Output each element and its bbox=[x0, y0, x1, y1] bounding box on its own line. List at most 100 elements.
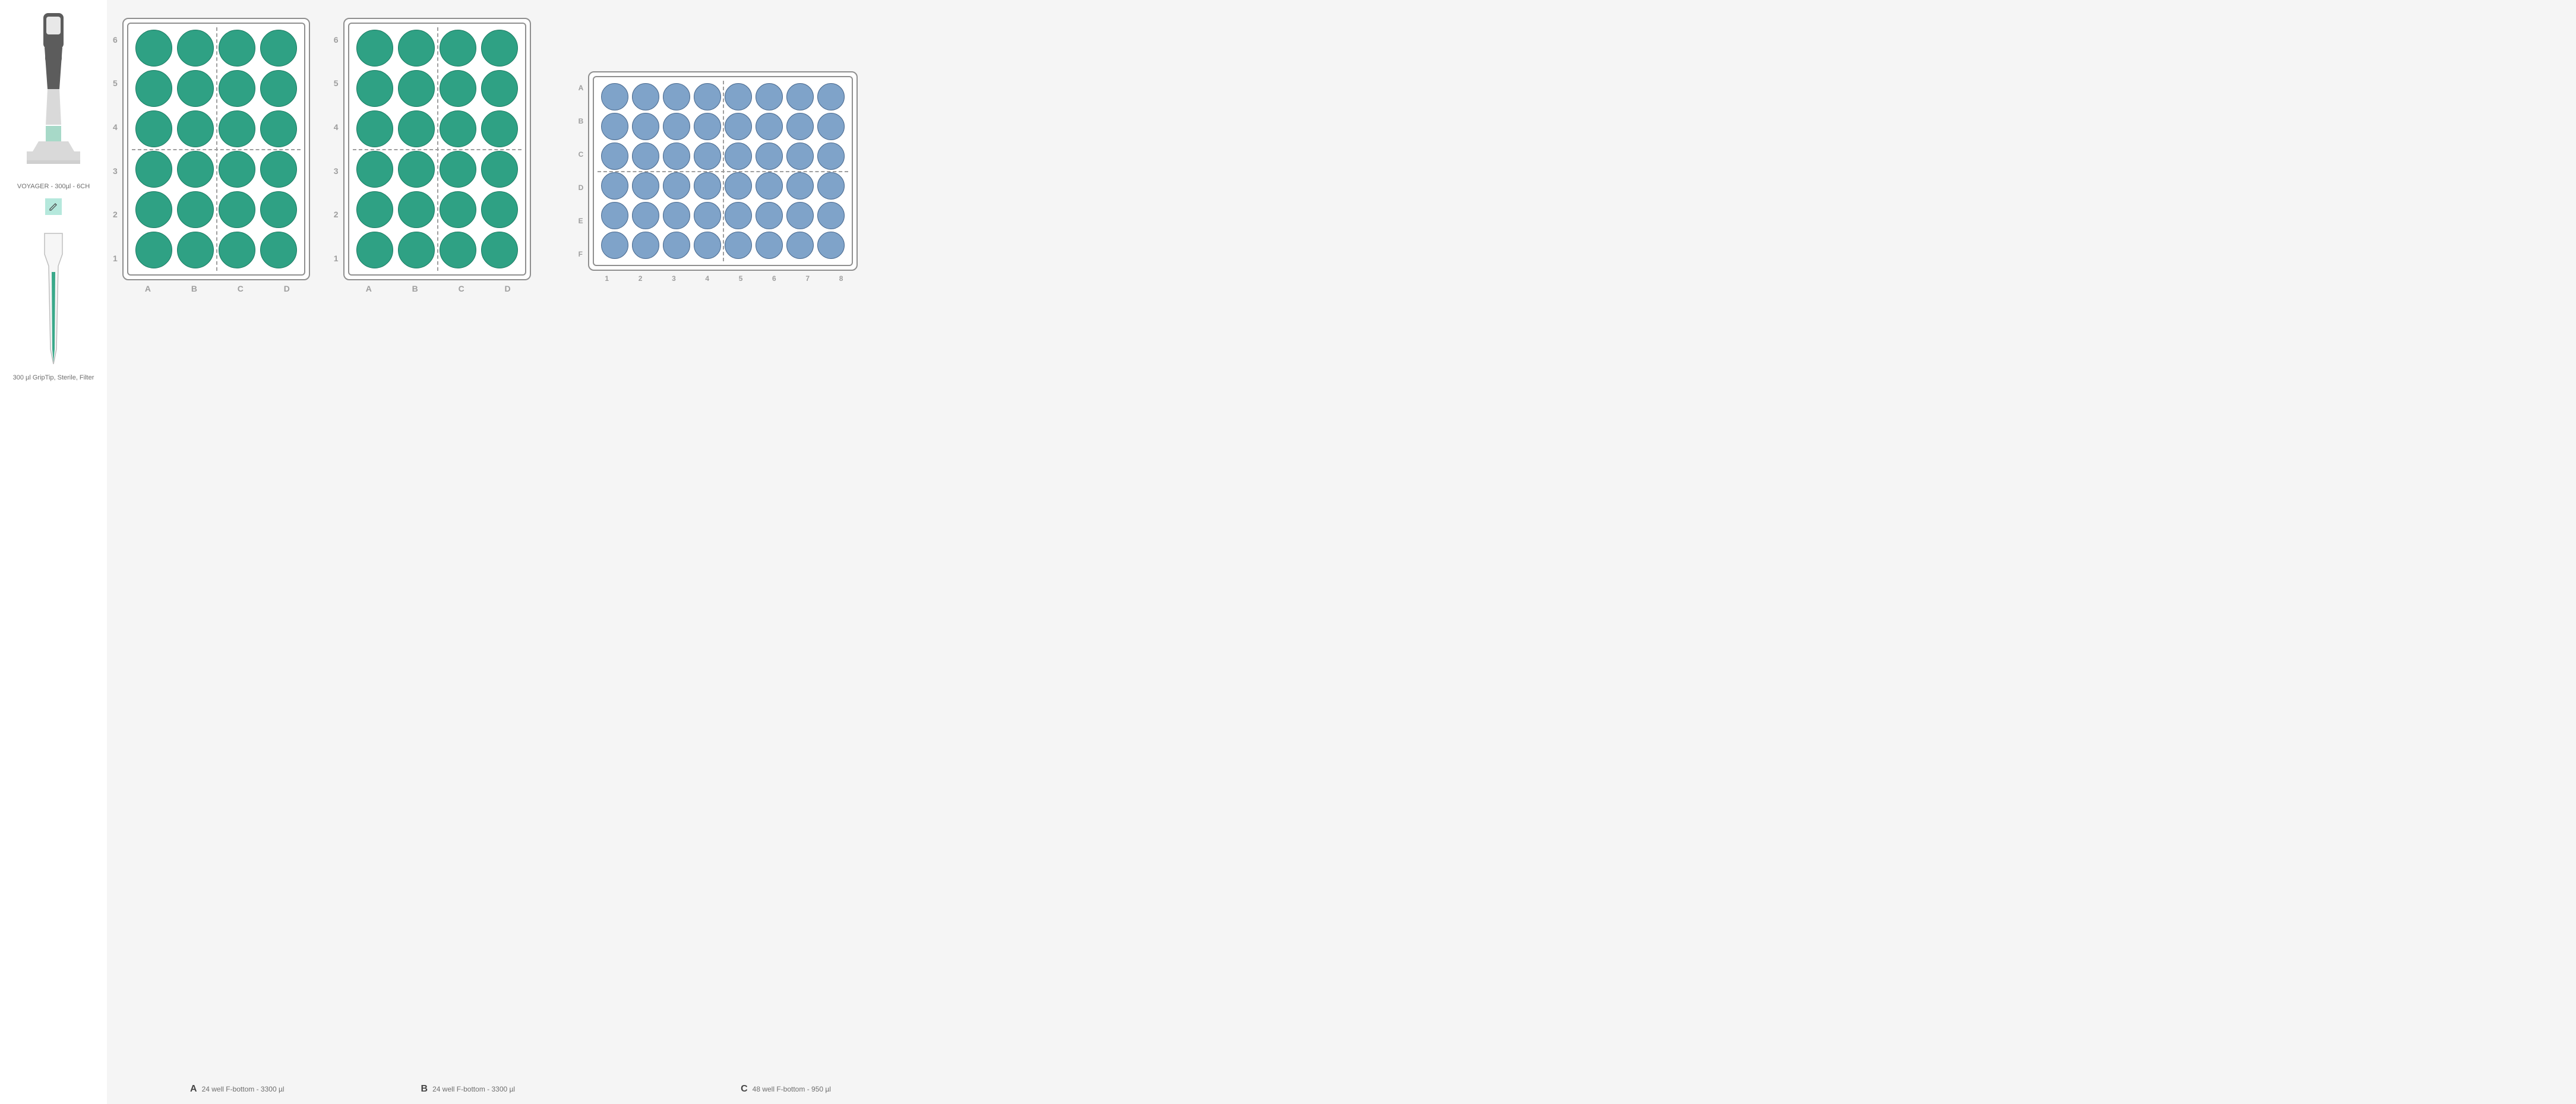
well[interactable] bbox=[632, 202, 659, 229]
well[interactable] bbox=[481, 151, 518, 188]
well[interactable] bbox=[725, 113, 752, 140]
well[interactable] bbox=[601, 143, 628, 170]
well[interactable] bbox=[725, 232, 752, 259]
well[interactable] bbox=[601, 232, 628, 259]
well[interactable] bbox=[135, 70, 172, 107]
well[interactable] bbox=[135, 110, 172, 147]
well[interactable] bbox=[398, 70, 435, 107]
well[interactable] bbox=[694, 232, 721, 259]
well[interactable] bbox=[601, 113, 628, 140]
well[interactable] bbox=[356, 232, 393, 268]
well[interactable] bbox=[260, 191, 297, 228]
edit-pipette-button[interactable] bbox=[45, 198, 62, 215]
well[interactable] bbox=[260, 232, 297, 268]
well[interactable] bbox=[219, 232, 255, 268]
well[interactable] bbox=[135, 151, 172, 188]
well[interactable] bbox=[786, 113, 814, 140]
well[interactable] bbox=[694, 143, 721, 170]
well[interactable] bbox=[219, 30, 255, 67]
well[interactable] bbox=[481, 30, 518, 67]
well[interactable] bbox=[632, 232, 659, 259]
well[interactable] bbox=[756, 113, 783, 140]
well[interactable] bbox=[135, 30, 172, 67]
plate-c-frame[interactable] bbox=[588, 71, 858, 271]
well[interactable] bbox=[725, 83, 752, 110]
well[interactable] bbox=[356, 151, 393, 188]
well[interactable] bbox=[219, 70, 255, 107]
well[interactable] bbox=[398, 232, 435, 268]
well[interactable] bbox=[219, 151, 255, 188]
well[interactable] bbox=[219, 110, 255, 147]
well[interactable] bbox=[260, 70, 297, 107]
well[interactable] bbox=[694, 113, 721, 140]
well[interactable] bbox=[756, 143, 783, 170]
well[interactable] bbox=[219, 191, 255, 228]
well[interactable] bbox=[725, 172, 752, 200]
well[interactable] bbox=[694, 83, 721, 110]
well[interactable] bbox=[260, 110, 297, 147]
well[interactable] bbox=[663, 143, 690, 170]
well[interactable] bbox=[663, 202, 690, 229]
well[interactable] bbox=[398, 151, 435, 188]
well[interactable] bbox=[694, 202, 721, 229]
well[interactable] bbox=[756, 172, 783, 200]
well[interactable] bbox=[356, 191, 393, 228]
well[interactable] bbox=[481, 232, 518, 268]
well[interactable] bbox=[440, 30, 476, 67]
well[interactable] bbox=[135, 232, 172, 268]
well[interactable] bbox=[817, 202, 845, 229]
well[interactable] bbox=[786, 83, 814, 110]
well[interactable] bbox=[786, 202, 814, 229]
well[interactable] bbox=[260, 30, 297, 67]
well[interactable] bbox=[786, 143, 814, 170]
well[interactable] bbox=[440, 110, 476, 147]
well[interactable] bbox=[398, 191, 435, 228]
well[interactable] bbox=[601, 202, 628, 229]
well[interactable] bbox=[260, 151, 297, 188]
well[interactable] bbox=[817, 143, 845, 170]
well[interactable] bbox=[177, 151, 214, 188]
well[interactable] bbox=[177, 70, 214, 107]
well[interactable] bbox=[694, 172, 721, 200]
well[interactable] bbox=[632, 172, 659, 200]
well[interactable] bbox=[663, 83, 690, 110]
well[interactable] bbox=[663, 113, 690, 140]
well[interactable] bbox=[663, 232, 690, 259]
well[interactable] bbox=[440, 191, 476, 228]
well[interactable] bbox=[632, 83, 659, 110]
well[interactable] bbox=[817, 172, 845, 200]
plate-a-frame[interactable] bbox=[122, 18, 310, 280]
well[interactable] bbox=[177, 232, 214, 268]
well[interactable] bbox=[756, 202, 783, 229]
well[interactable] bbox=[632, 143, 659, 170]
well[interactable] bbox=[756, 83, 783, 110]
well[interactable] bbox=[817, 232, 845, 259]
well[interactable] bbox=[663, 172, 690, 200]
well[interactable] bbox=[786, 172, 814, 200]
well[interactable] bbox=[817, 113, 845, 140]
well[interactable] bbox=[356, 30, 393, 67]
well[interactable] bbox=[601, 83, 628, 110]
well[interactable] bbox=[481, 191, 518, 228]
well[interactable] bbox=[725, 143, 752, 170]
plate-b-frame[interactable] bbox=[343, 18, 531, 280]
well[interactable] bbox=[177, 110, 214, 147]
well[interactable] bbox=[725, 202, 752, 229]
well[interactable] bbox=[481, 70, 518, 107]
well[interactable] bbox=[440, 232, 476, 268]
well[interactable] bbox=[398, 110, 435, 147]
well[interactable] bbox=[481, 110, 518, 147]
well[interactable] bbox=[632, 113, 659, 140]
well[interactable] bbox=[398, 30, 435, 67]
well[interactable] bbox=[177, 191, 214, 228]
well[interactable] bbox=[440, 70, 476, 107]
well[interactable] bbox=[356, 110, 393, 147]
well[interactable] bbox=[601, 172, 628, 200]
well[interactable] bbox=[177, 30, 214, 67]
well[interactable] bbox=[817, 83, 845, 110]
well[interactable] bbox=[786, 232, 814, 259]
well[interactable] bbox=[440, 151, 476, 188]
well[interactable] bbox=[356, 70, 393, 107]
well[interactable] bbox=[135, 191, 172, 228]
well[interactable] bbox=[756, 232, 783, 259]
